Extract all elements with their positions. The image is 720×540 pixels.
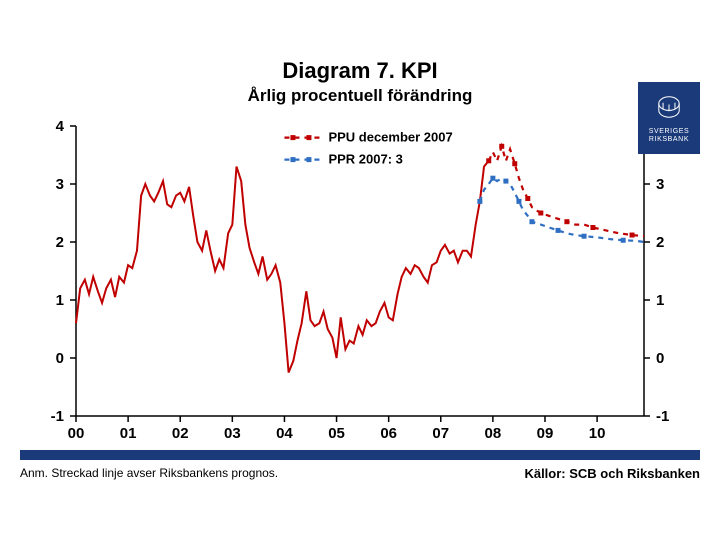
svg-text:01: 01 bbox=[120, 425, 137, 442]
svg-text:1: 1 bbox=[656, 292, 664, 309]
svg-text:10: 10 bbox=[589, 425, 606, 442]
svg-text:3: 3 bbox=[56, 176, 64, 193]
svg-text:PPR 2007: 3: PPR 2007: 3 bbox=[328, 152, 402, 167]
divider-bar bbox=[20, 450, 700, 460]
svg-text:02: 02 bbox=[172, 425, 189, 442]
svg-text:4: 4 bbox=[56, 118, 65, 135]
svg-text:2: 2 bbox=[656, 234, 664, 251]
logo-text-bottom: RIKSBANK bbox=[649, 136, 689, 143]
kpi-chart: -1-100112233440001020304050607080910PPU … bbox=[30, 114, 690, 444]
svg-text:0: 0 bbox=[656, 350, 664, 367]
footnote: Anm. Streckad linje avser Riksbankens pr… bbox=[20, 466, 278, 481]
logo-text-top: SVERIGES bbox=[649, 128, 690, 135]
svg-text:08: 08 bbox=[485, 425, 502, 442]
svg-text:2: 2 bbox=[56, 234, 64, 251]
diagram-title: Diagram 7. KPI bbox=[0, 58, 720, 84]
svg-text:3: 3 bbox=[656, 176, 664, 193]
svg-text:00: 00 bbox=[68, 425, 85, 442]
svg-text:03: 03 bbox=[224, 425, 241, 442]
svg-text:07: 07 bbox=[432, 425, 449, 442]
svg-text:06: 06 bbox=[380, 425, 397, 442]
svg-text:1: 1 bbox=[56, 292, 64, 309]
svg-text:-1: -1 bbox=[656, 408, 669, 425]
riksbank-logo: SVERIGES RIKSBANK bbox=[638, 82, 700, 154]
svg-text:0: 0 bbox=[56, 350, 64, 367]
diagram-subtitle: Årlig procentuell förändring bbox=[0, 86, 720, 106]
sources-label: Källor: SCB och Riksbanken bbox=[524, 466, 700, 481]
svg-text:04: 04 bbox=[276, 425, 293, 442]
svg-text:09: 09 bbox=[537, 425, 554, 442]
svg-text:-1: -1 bbox=[51, 408, 64, 425]
svg-text:05: 05 bbox=[328, 425, 345, 442]
svg-text:PPU december 2007: PPU december 2007 bbox=[328, 130, 452, 145]
